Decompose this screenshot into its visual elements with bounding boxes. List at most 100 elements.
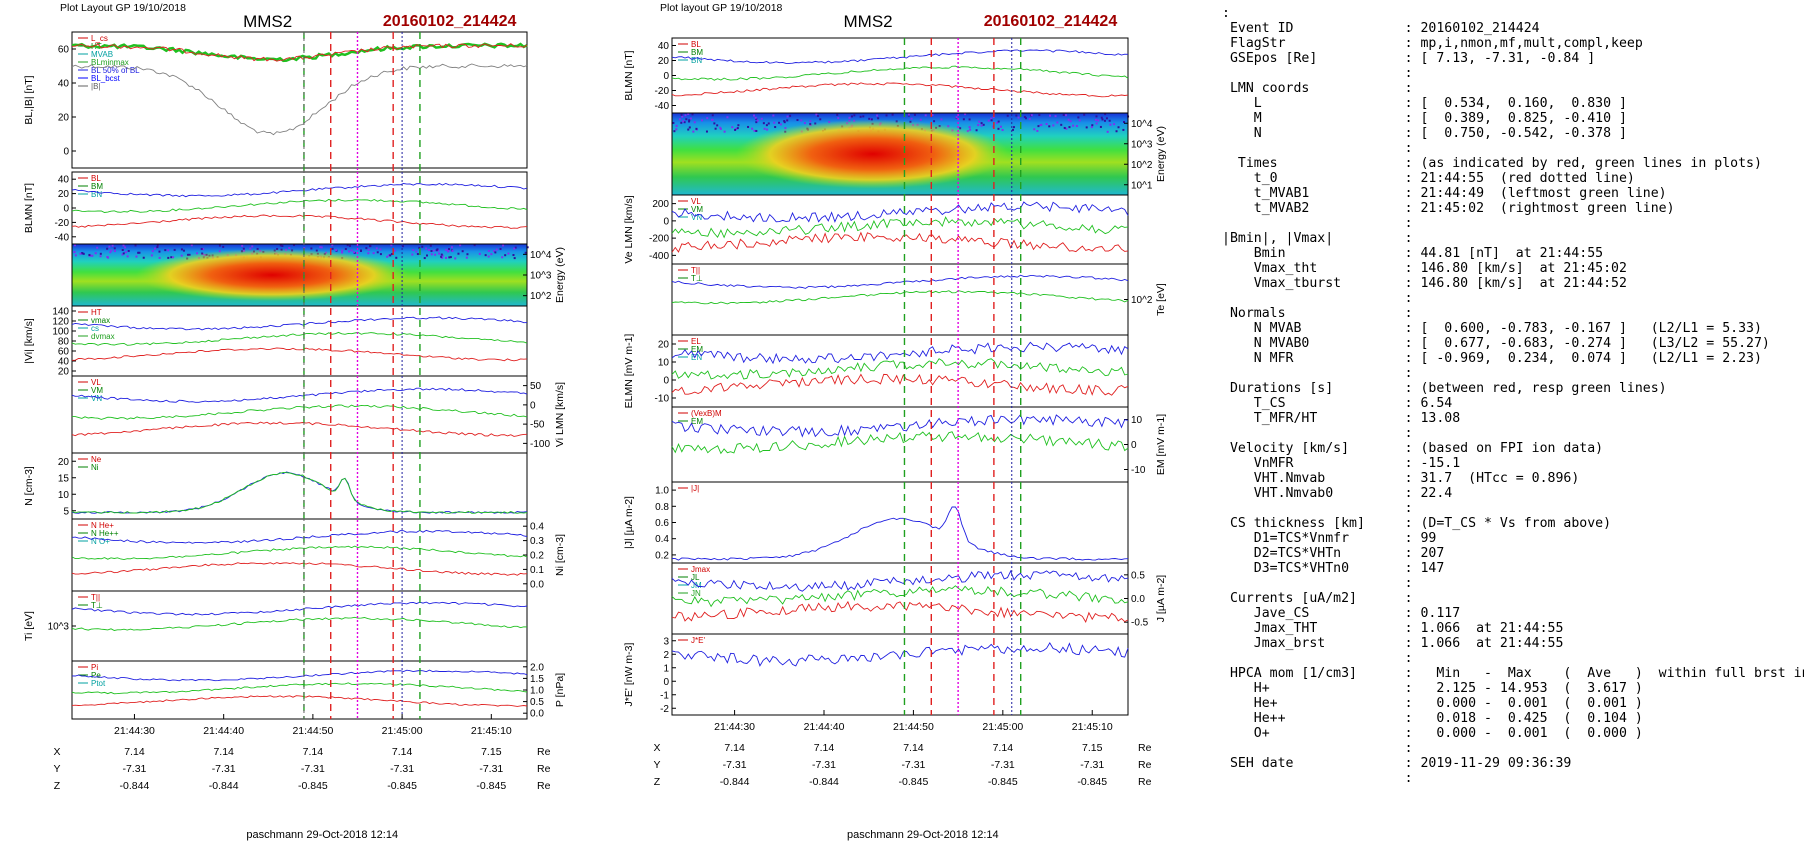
spectrogram-pixel	[372, 252, 375, 255]
position-value: -7.31	[991, 759, 1015, 771]
series-line	[671, 231, 1129, 253]
spectrogram-pixel	[127, 249, 130, 252]
position-row-label: Y	[53, 763, 60, 775]
legend-entry: BM	[91, 182, 103, 191]
info-line: t_0 : 21:44:55 (red dotted line)	[1222, 171, 1635, 186]
spectrogram-pixel	[416, 253, 419, 256]
y-tick-label: -10	[1131, 465, 1146, 476]
y-axis-label: Ve LMN [km/s]	[623, 195, 635, 263]
spectrogram-pixel	[672, 121, 675, 124]
spectrogram-pixel	[1062, 113, 1065, 116]
spectrogram-pixel	[495, 248, 498, 251]
spectrogram-pixel	[88, 253, 91, 256]
spectrogram-pixel	[158, 250, 161, 253]
position-value: -7.31	[812, 759, 836, 771]
spectrogram-pixel	[164, 249, 167, 252]
panel-7: 0.2 0.4 0.6 0.8 1.0 |J| [µA m-2] |J|	[623, 481, 1129, 564]
spectrogram-pixel	[975, 129, 978, 132]
spectrogram-pixel	[1122, 128, 1125, 131]
spectrogram-pixel	[94, 252, 97, 255]
spectrogram-pixel	[388, 254, 391, 257]
legend-entry: EN	[691, 353, 702, 362]
spectrogram-pixel	[1001, 128, 1004, 131]
y-tick-label: -50	[530, 420, 545, 431]
panel-8: 10^3 Ti [eV] T||T⊥	[23, 590, 528, 662]
position-value: -0.845	[988, 776, 1018, 788]
footer-credit: paschmann 29-Oct-2018 12:14	[246, 829, 398, 841]
info-line: M : [ 0.389, 0.825, -0.410 ]	[1222, 111, 1627, 126]
y-tick-label: 80	[58, 337, 70, 348]
spectrogram-pixel	[1069, 120, 1072, 123]
spectrogram-pixel	[765, 124, 768, 127]
legend-entry: VL	[691, 197, 701, 206]
spectrogram-pixel	[249, 247, 252, 250]
spectrogram-pixel	[1075, 125, 1078, 128]
spectrogram-pixel	[678, 118, 681, 121]
spectrogram-pixel	[992, 116, 995, 119]
spectrogram-pixel	[450, 246, 453, 249]
spectrogram-pixel	[138, 251, 141, 254]
series-line	[671, 274, 1129, 289]
spectrogram-pixel	[816, 114, 819, 117]
spectrogram-hot-region	[735, 119, 1010, 189]
series-line	[71, 331, 528, 346]
spectrogram-pixel	[1117, 126, 1120, 129]
spectrogram-pixel	[1090, 126, 1093, 129]
y-tick-label: -20	[655, 86, 670, 97]
spectrogram-pixel	[688, 119, 691, 122]
spectrogram-pixel	[1109, 123, 1112, 126]
spectrogram-pixel	[774, 126, 777, 129]
spectrogram-pixel	[437, 249, 440, 252]
spectrogram-pixel	[411, 253, 414, 256]
spectrogram-pixel	[762, 122, 765, 125]
spectrogram-pixel	[1099, 125, 1102, 128]
spectrogram-pixel	[783, 121, 786, 124]
info-line: D1=TCS*Vnmfr : 99	[1222, 531, 1437, 546]
y-tick-label: 0.4	[655, 534, 669, 545]
y-tick-label: 0	[530, 400, 536, 411]
spectrogram-pixel	[379, 253, 382, 256]
spectrogram-pixel	[837, 117, 840, 120]
spectrogram-pixel	[365, 247, 368, 250]
y-tick-label: 60	[58, 347, 70, 358]
panel-7: 0.0 0.1 0.2 0.3 0.4 Ni [cm-3] N He+N He++N O+	[71, 518, 566, 592]
y-axis-label: J [µA m-2]	[1155, 575, 1167, 623]
spectrogram-pixel	[386, 255, 389, 258]
y-axis-label: Ni [cm-3]	[554, 534, 566, 576]
spectrogram-pixel	[754, 116, 757, 119]
y-tick-label: -20	[55, 218, 70, 229]
legend-entry: VM	[91, 386, 103, 395]
y-tick-label: 0	[63, 204, 69, 215]
y-axis-label: N [cm-3]	[23, 466, 35, 506]
spectrogram-pixel	[1036, 129, 1039, 132]
y-tick-label: -1	[660, 690, 669, 701]
spectrogram-pixel	[1077, 116, 1080, 119]
panel-frame	[71, 590, 528, 662]
spectrogram-pixel	[379, 248, 382, 251]
y-tick-label: 10^2	[1131, 160, 1153, 171]
position-value: 7.14	[303, 746, 324, 758]
spectrogram-pixel	[773, 121, 776, 124]
position-value: -0.844	[209, 780, 239, 792]
position-value: 7.14	[903, 742, 924, 754]
spectrogram-pixel	[173, 248, 176, 251]
info-line: H+ : 2.125 - 14.953 ( 3.617 )	[1222, 681, 1643, 696]
y-tick-label: 0	[63, 147, 69, 158]
spectrogram-pixel	[106, 247, 109, 250]
spectrogram-pixel	[331, 244, 334, 247]
spectrogram-pixel	[682, 120, 685, 123]
spectrogram-pixel	[701, 119, 704, 122]
spectrogram-pixel	[435, 249, 438, 252]
series-line	[71, 43, 528, 62]
series-line	[71, 471, 528, 514]
y-tick-label: 1.0	[530, 686, 544, 697]
spectrogram-pixel	[447, 249, 450, 252]
spectrogram-pixel	[695, 127, 698, 130]
spectrogram-pixel	[751, 127, 754, 130]
spectrogram-pixel	[1113, 123, 1116, 126]
spectrogram-pixel	[448, 248, 451, 251]
